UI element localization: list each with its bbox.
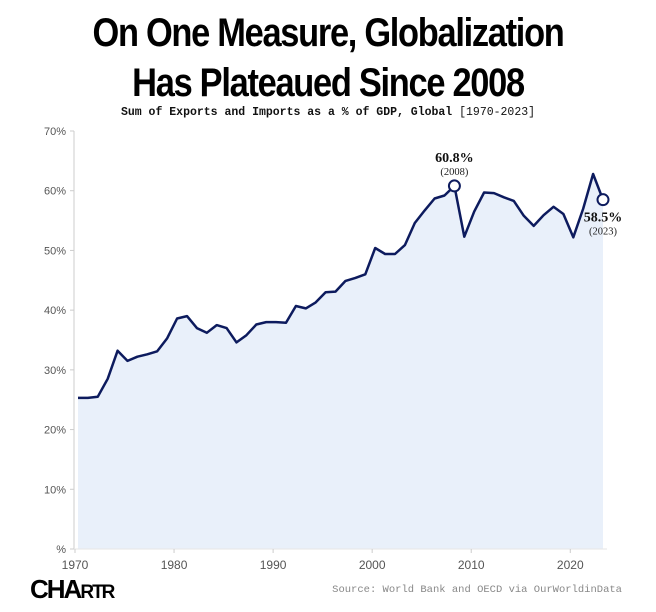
- annotation-marker-2023: [596, 193, 610, 207]
- x-tick-label: 1970: [62, 558, 89, 572]
- title-line-1: On One Measure, Globalization: [92, 11, 564, 55]
- chart-subtitle: Sum of Exports and Imports as a % of GDP…: [0, 106, 656, 119]
- logo-text-large: CHA: [30, 574, 82, 604]
- series-line: [78, 172, 605, 400]
- y-tick-label: %: [56, 544, 66, 556]
- y-tick-label: 40%: [44, 305, 66, 317]
- subtitle-text: Sum of Exports and Imports as a % of GDP…: [120, 106, 453, 119]
- y-tick-label: 70%: [44, 126, 66, 138]
- title-line-2: Has Plateaued Since 2008: [132, 61, 525, 105]
- annotation-value-2008: 60.8%: [435, 151, 474, 166]
- y-tick-label: 60%: [44, 186, 66, 198]
- x-tick-label: 2020: [557, 558, 584, 572]
- x-tick-label: 2010: [458, 558, 485, 572]
- subtitle-range: [1970-2023]: [459, 106, 536, 119]
- chartr-logo: CHARTR: [30, 574, 115, 605]
- annotation-year-2023: (2023): [589, 227, 617, 238]
- y-tick-label: 30%: [44, 365, 66, 377]
- logo-text-small: RTR: [80, 582, 115, 603]
- annotation-marker-2008: [447, 179, 461, 193]
- y-tick-label: 50%: [44, 245, 66, 257]
- annotation-value-2023: 58.5%: [584, 211, 623, 226]
- x-tick-label: 1980: [161, 558, 188, 572]
- source-note: Source: World Bank and OECD via OurWorld…: [332, 584, 622, 596]
- y-tick-label: 20%: [44, 425, 66, 437]
- y-tick-label: 10%: [44, 484, 66, 496]
- annotation-year-2008: (2008): [440, 167, 468, 178]
- x-tick-label: 2000: [359, 558, 386, 572]
- area-fill: [78, 174, 603, 549]
- x-tick-label: 1990: [260, 558, 287, 572]
- chart-title: On One Measure, Globalization Has Platea…: [46, 8, 610, 108]
